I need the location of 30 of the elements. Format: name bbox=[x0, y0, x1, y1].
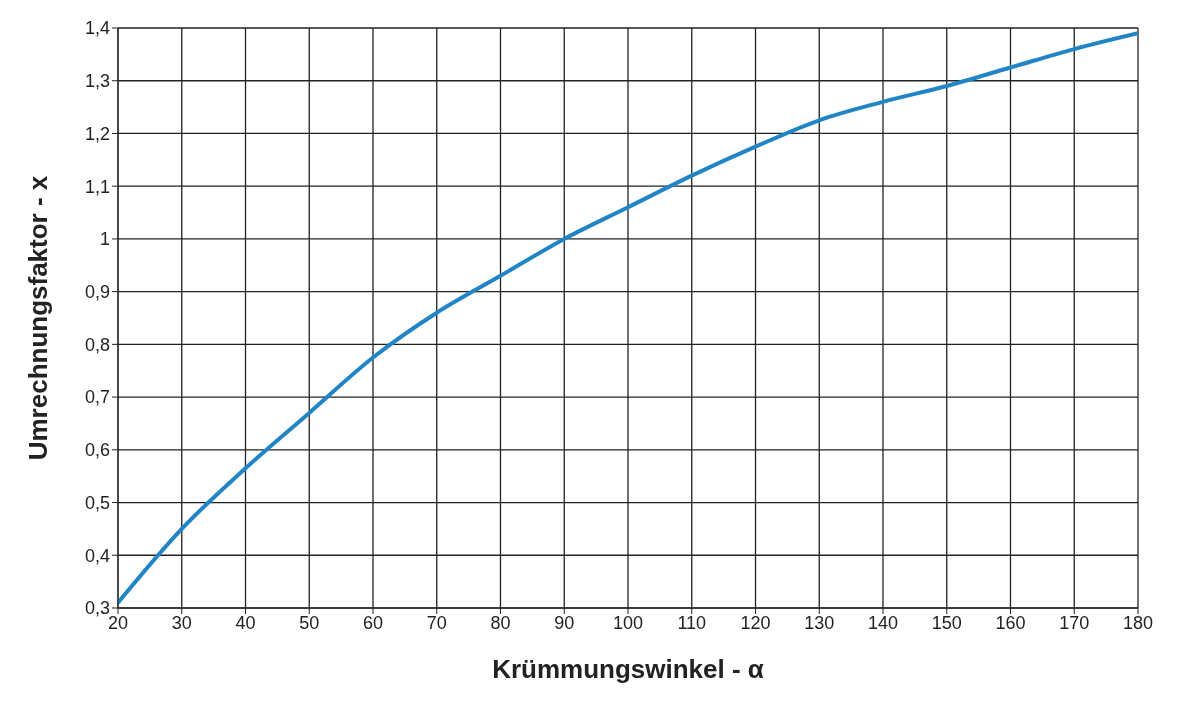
x-tick-label: 110 bbox=[677, 612, 707, 633]
x-tick-label: 160 bbox=[995, 612, 1026, 633]
y-tick-label: 0,9 bbox=[84, 282, 110, 303]
x-tick-label: 50 bbox=[299, 612, 320, 633]
x-tick-label: 80 bbox=[490, 612, 511, 633]
x-axis-title: Krümmungswinkel - α bbox=[492, 654, 764, 684]
y-tick-label: 1,3 bbox=[84, 71, 110, 92]
x-tick-label: 140 bbox=[867, 612, 899, 633]
x-tick-label: 90 bbox=[554, 612, 575, 633]
y-tick-label: 1 bbox=[99, 229, 110, 250]
y-axis-title: Umrechnungsfaktor - x bbox=[23, 175, 54, 461]
x-tick-label: 40 bbox=[235, 612, 256, 633]
y-tick-label: 1,2 bbox=[84, 123, 110, 144]
y-tick-label: 0,7 bbox=[84, 387, 110, 408]
y-tick-label: 0,5 bbox=[84, 492, 110, 513]
x-tick-label: 180 bbox=[1122, 612, 1154, 633]
x-tick-label: 70 bbox=[426, 612, 447, 633]
x-tick-label: 150 bbox=[931, 612, 962, 633]
y-tick-label: 0,8 bbox=[84, 334, 110, 355]
x-tick-label: 60 bbox=[362, 612, 384, 633]
x-tick-label: 130 bbox=[804, 612, 835, 633]
x-tick-label: 170 bbox=[1059, 612, 1090, 633]
y-tick-label: 1,4 bbox=[84, 18, 110, 39]
x-tick-label: 120 bbox=[740, 612, 771, 633]
y-tick-label: 0,6 bbox=[84, 440, 110, 461]
x-tick-label: 100 bbox=[612, 612, 644, 633]
y-tick-label: 1,1 bbox=[84, 176, 110, 197]
y-tick-label: 0,3 bbox=[84, 598, 110, 619]
y-tick-label: 0,4 bbox=[84, 545, 110, 566]
x-tick-label: 30 bbox=[171, 612, 192, 633]
